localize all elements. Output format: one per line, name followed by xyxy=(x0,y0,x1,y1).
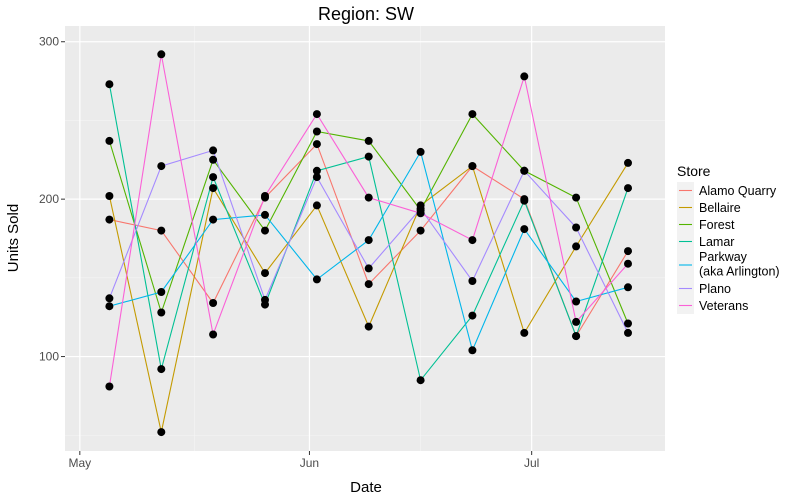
data-point xyxy=(157,226,166,235)
data-point xyxy=(364,152,373,161)
data-point xyxy=(105,192,114,200)
data-point xyxy=(105,136,114,145)
x-axis-title: Date xyxy=(350,479,382,496)
y-tick-label: 300 xyxy=(39,35,59,49)
data-point xyxy=(105,302,114,311)
data-point xyxy=(468,277,477,285)
data-point xyxy=(312,166,321,175)
data-point xyxy=(416,209,425,218)
y-axis-title: Units Sold xyxy=(5,204,22,272)
data-point xyxy=(209,215,218,224)
data-point xyxy=(468,346,477,355)
data-point xyxy=(157,365,166,374)
data-point xyxy=(416,147,425,156)
data-point xyxy=(364,193,373,202)
data-point xyxy=(364,322,373,331)
legend: Store Alamo Quarry Bellaire Forest LamarPar… xyxy=(677,163,780,314)
data-point xyxy=(520,196,529,205)
data-point xyxy=(572,223,581,232)
data-point xyxy=(105,80,114,89)
data-point xyxy=(105,294,114,303)
legend-label: Plano xyxy=(699,282,731,296)
legend-label: Forest xyxy=(699,218,735,232)
data-point xyxy=(209,184,218,193)
data-point xyxy=(572,242,581,251)
data-point xyxy=(312,275,321,284)
data-point xyxy=(364,264,373,273)
data-point xyxy=(520,225,529,234)
data-point xyxy=(261,269,269,278)
data-point xyxy=(312,127,321,136)
data-point xyxy=(261,192,269,200)
legend-label: Parkway (aka Arlington) xyxy=(699,250,780,279)
data-point xyxy=(520,72,529,81)
data-point xyxy=(364,236,373,245)
data-point xyxy=(624,328,632,337)
data-point xyxy=(157,162,166,171)
legend-label: Bellaire xyxy=(699,201,741,215)
data-point xyxy=(624,247,632,256)
data-point xyxy=(572,332,581,341)
series-points xyxy=(105,50,632,437)
data-point xyxy=(312,173,321,182)
data-point xyxy=(261,226,269,235)
data-point xyxy=(572,193,581,202)
data-point xyxy=(312,110,321,119)
data-point xyxy=(209,155,218,164)
data-point xyxy=(624,184,632,193)
data-point xyxy=(520,166,529,175)
data-point xyxy=(209,173,218,182)
data-point xyxy=(572,297,581,306)
data-point xyxy=(157,428,166,437)
data-point xyxy=(468,162,477,171)
data-point xyxy=(572,317,581,326)
data-point xyxy=(468,110,477,119)
x-tick-label: May xyxy=(68,456,91,470)
plot-panel xyxy=(65,26,665,451)
data-point xyxy=(157,308,166,317)
data-point xyxy=(105,382,114,391)
data-point xyxy=(468,236,477,245)
data-point xyxy=(157,50,166,59)
data-point xyxy=(416,376,425,385)
legend-label: Veterans xyxy=(699,299,748,313)
data-point xyxy=(209,146,218,155)
data-point xyxy=(624,158,632,167)
legend-label: Lamar xyxy=(699,235,734,249)
chart-title: Region: SW xyxy=(318,4,414,24)
data-point xyxy=(312,140,321,149)
x-axis: May Jun Jul xyxy=(68,451,539,470)
legend-label: Alamo Quarry xyxy=(699,184,777,198)
data-point xyxy=(520,328,529,337)
data-point xyxy=(416,226,425,235)
y-tick-label: 100 xyxy=(39,350,59,364)
data-point xyxy=(624,259,632,268)
data-point xyxy=(312,201,321,210)
data-point xyxy=(261,210,269,219)
grid-major xyxy=(65,26,665,451)
data-point xyxy=(157,288,166,296)
x-tick-label: Jul xyxy=(524,456,539,470)
y-tick-label: 200 xyxy=(39,192,59,206)
data-point xyxy=(261,295,269,304)
grid-minor xyxy=(65,26,665,451)
y-axis: 100 200 300 xyxy=(39,35,65,364)
data-point xyxy=(624,283,632,292)
x-tick-label: Jun xyxy=(300,456,319,470)
data-point xyxy=(209,299,218,307)
data-point xyxy=(364,280,373,289)
data-point xyxy=(105,215,114,224)
data-point xyxy=(364,136,373,145)
data-point xyxy=(468,311,477,320)
data-point xyxy=(624,319,632,328)
data-point xyxy=(209,330,218,339)
legend-title: Store xyxy=(677,163,711,179)
